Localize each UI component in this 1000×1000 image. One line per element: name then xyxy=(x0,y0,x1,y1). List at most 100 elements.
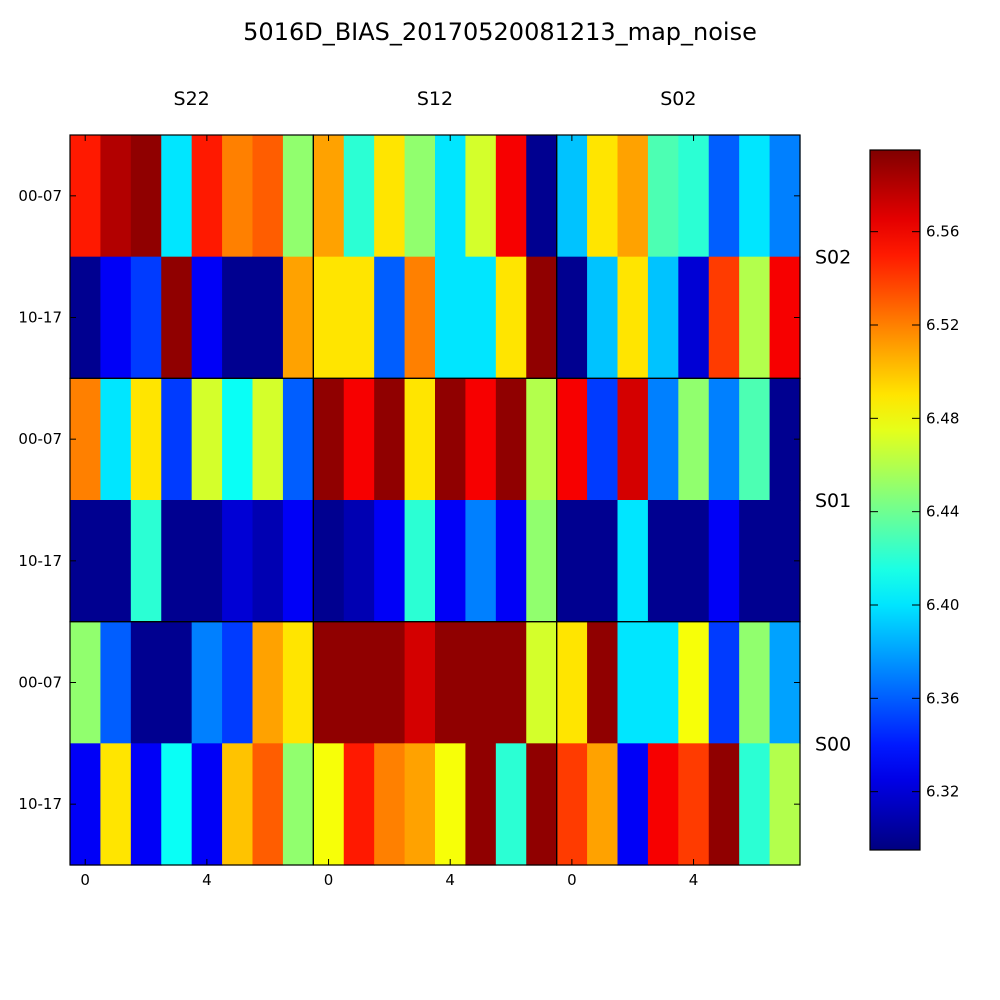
heatmap-cell xyxy=(526,500,558,623)
x-tick-label: 0 xyxy=(567,871,577,889)
heatmap-cell xyxy=(222,743,254,866)
heatmap-cell xyxy=(130,256,162,379)
heatmap-cell xyxy=(708,743,740,866)
heatmap-cell xyxy=(222,135,254,258)
heatmap-cell xyxy=(191,500,223,623)
heatmap-cell xyxy=(222,378,254,501)
row-tick-label: 10-17 xyxy=(18,552,62,570)
heatmap-cell xyxy=(465,135,497,258)
heatmap-cell xyxy=(708,378,740,501)
heatmap-cell xyxy=(252,743,284,866)
heatmap-cell xyxy=(526,378,558,501)
heatmap-cell xyxy=(465,743,497,866)
heatmap-cell xyxy=(495,378,527,501)
heatmap-cell xyxy=(313,743,345,866)
heatmap-cell xyxy=(374,378,406,501)
heatmap-cell xyxy=(587,378,619,501)
heatmap-cell xyxy=(100,135,132,258)
heatmap-cell xyxy=(739,743,771,866)
heatmap-cell xyxy=(617,135,649,258)
heatmap-cell xyxy=(647,500,679,623)
heatmap-cell xyxy=(678,378,710,501)
heatmap-cell xyxy=(587,500,619,623)
heatmap-cell xyxy=(678,621,710,744)
heatmap-cell xyxy=(678,256,710,379)
colorbar-tick-label: 6.40 xyxy=(926,596,959,614)
heatmap-cell xyxy=(130,500,162,623)
heatmap-cell xyxy=(556,500,588,623)
heatmap-cell xyxy=(130,378,162,501)
x-tick-label: 4 xyxy=(689,871,699,889)
heatmap-cell xyxy=(100,621,132,744)
colorbar-tick-label: 6.48 xyxy=(926,409,959,427)
colorbar-tick-label: 6.52 xyxy=(926,316,959,334)
panel-frame xyxy=(556,621,801,866)
heatmap-cell xyxy=(100,743,132,866)
heatmap-cell xyxy=(526,135,558,258)
heatmap-cell xyxy=(252,378,284,501)
heatmap-cell xyxy=(191,256,223,379)
heatmap-cell xyxy=(252,135,284,258)
heatmap-cell xyxy=(404,135,436,258)
heatmap-cell xyxy=(617,621,649,744)
heatmap-cell xyxy=(161,135,193,258)
heatmap-cell xyxy=(374,256,406,379)
heatmap-cell xyxy=(617,500,649,623)
heatmap-cell xyxy=(130,621,162,744)
heatmap-cell xyxy=(739,378,771,501)
heatmap-cell xyxy=(313,135,345,258)
heatmap-cell xyxy=(161,256,193,379)
heatmap-cell xyxy=(708,135,740,258)
heatmap-cell xyxy=(252,621,284,744)
row-tick-label: 00-07 xyxy=(18,430,62,448)
heatmap-cell xyxy=(252,500,284,623)
heatmap-cell xyxy=(191,621,223,744)
colorbar xyxy=(869,149,921,851)
heatmap-cell xyxy=(526,256,558,379)
colorbar-tick-label: 6.56 xyxy=(926,223,959,241)
heatmap-cell xyxy=(587,135,619,258)
heatmap-cell xyxy=(404,378,436,501)
chart-title: 5016D_BIAS_20170520081213_map_noise xyxy=(243,18,757,46)
x-tick-label: 0 xyxy=(80,871,90,889)
heatmap-cell xyxy=(161,743,193,866)
heatmap-cell xyxy=(495,500,527,623)
x-tick-label: 0 xyxy=(324,871,334,889)
heatmap-cell xyxy=(435,135,467,258)
heatmap-cell xyxy=(282,378,314,501)
heatmap-cell xyxy=(282,256,314,379)
heatmap-cell xyxy=(343,378,375,501)
heatmap-cell xyxy=(313,378,345,501)
row-tick-label: 10-17 xyxy=(18,795,62,813)
heatmap-cell xyxy=(495,256,527,379)
column-group-label: S02 xyxy=(660,88,696,110)
heatmap-cell xyxy=(191,743,223,866)
heatmap-cell xyxy=(587,256,619,379)
heatmap-cell xyxy=(374,135,406,258)
heatmap-cell xyxy=(647,135,679,258)
row-tick-label: 10-17 xyxy=(18,309,62,327)
heatmap-cell xyxy=(647,256,679,379)
heatmap-cell xyxy=(100,256,132,379)
heatmap-cell xyxy=(678,135,710,258)
heatmap-cell xyxy=(404,621,436,744)
row-tick-label: 00-07 xyxy=(18,187,62,205)
x-tick-label: 4 xyxy=(202,871,212,889)
heatmap-cell xyxy=(739,621,771,744)
heatmap-cell xyxy=(708,621,740,744)
heatmap-cell xyxy=(435,500,467,623)
heatmap-cell xyxy=(343,500,375,623)
heatmap-cell xyxy=(465,378,497,501)
row-group-label: S02 xyxy=(815,247,851,269)
heatmap-cell xyxy=(526,621,558,744)
heatmap-cell xyxy=(404,743,436,866)
colorbar-tick-label: 6.44 xyxy=(926,503,959,521)
heatmap-cell xyxy=(617,256,649,379)
heatmap-cell xyxy=(678,743,710,866)
heatmap-cell xyxy=(526,743,558,866)
heatmap-cell xyxy=(222,621,254,744)
heatmap-cell xyxy=(617,378,649,501)
heatmap-cell xyxy=(374,621,406,744)
heatmap-cell xyxy=(465,621,497,744)
